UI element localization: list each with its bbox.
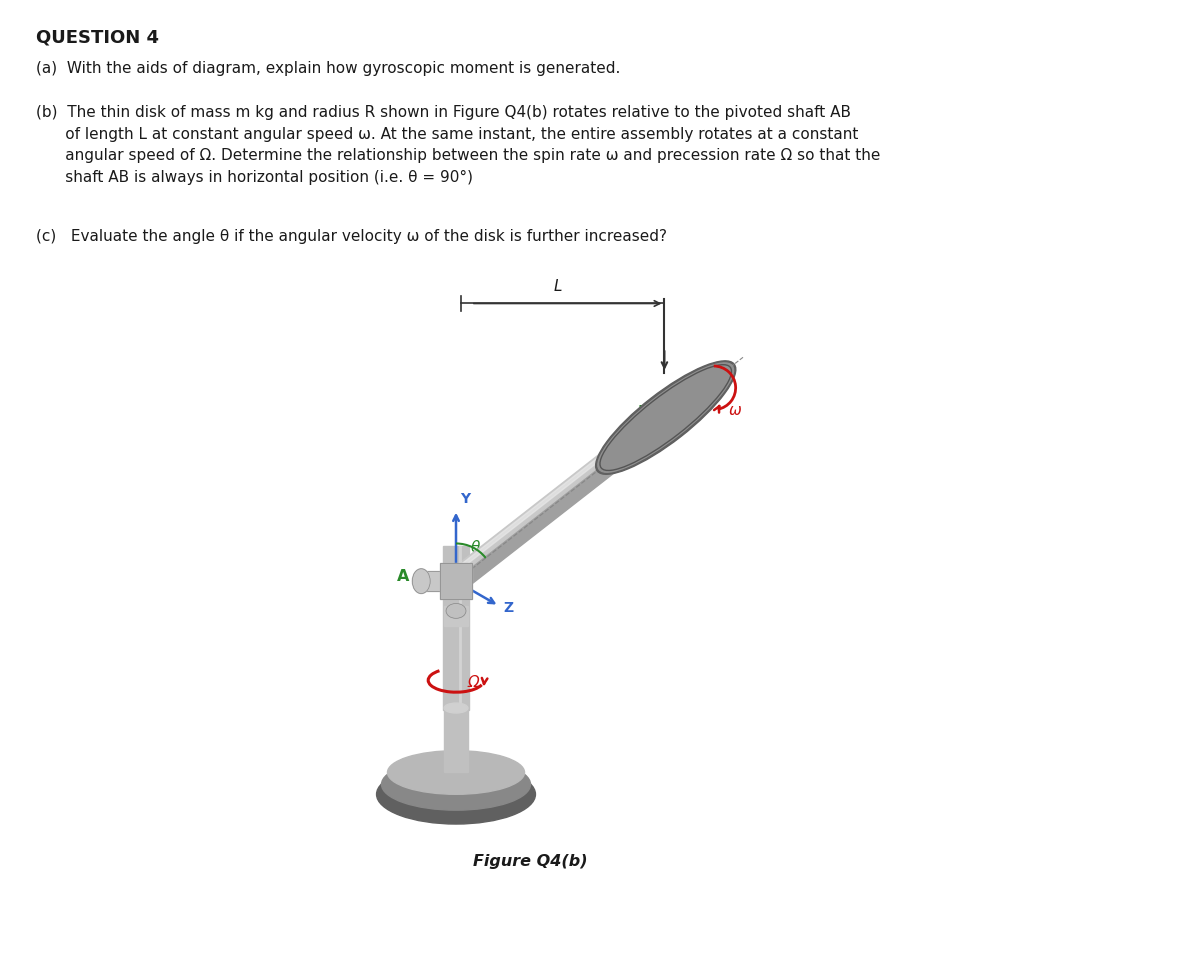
Ellipse shape xyxy=(413,569,430,594)
Text: (a)  With the aids of diagram, explain how gyroscopic moment is generated.: (a) With the aids of diagram, explain ho… xyxy=(36,61,620,75)
Text: L: L xyxy=(553,278,562,294)
Polygon shape xyxy=(443,546,469,710)
Bar xyxy=(440,564,472,599)
Ellipse shape xyxy=(382,758,530,810)
Bar xyxy=(444,606,468,626)
Ellipse shape xyxy=(595,361,736,474)
Text: Figure Q4(b): Figure Q4(b) xyxy=(473,854,588,868)
Polygon shape xyxy=(455,421,667,591)
Ellipse shape xyxy=(377,765,535,824)
Polygon shape xyxy=(449,413,658,579)
Text: (b)  The thin disk of mass m kg and radius R shown in Figure Q4(b) rotates relat: (b) The thin disk of mass m kg and radiu… xyxy=(36,105,881,185)
Bar xyxy=(444,708,468,773)
Text: Y: Y xyxy=(460,492,470,506)
Text: QUESTION 4: QUESTION 4 xyxy=(36,29,158,47)
Text: Ω: Ω xyxy=(468,675,480,689)
Polygon shape xyxy=(421,571,456,591)
Text: ω: ω xyxy=(728,402,742,418)
Ellipse shape xyxy=(446,603,466,618)
Text: (c)   Evaluate the angle θ if the angular velocity ω of the disk is further incr: (c) Evaluate the angle θ if the angular … xyxy=(36,229,667,245)
Text: Z: Z xyxy=(503,601,514,615)
Ellipse shape xyxy=(598,363,733,472)
Bar xyxy=(440,564,472,599)
Polygon shape xyxy=(450,415,655,576)
Text: A: A xyxy=(396,569,409,584)
Text: X: X xyxy=(508,533,518,546)
Text: θ: θ xyxy=(472,540,480,555)
Text: B: B xyxy=(638,405,648,420)
Ellipse shape xyxy=(388,750,524,794)
Ellipse shape xyxy=(444,703,468,713)
